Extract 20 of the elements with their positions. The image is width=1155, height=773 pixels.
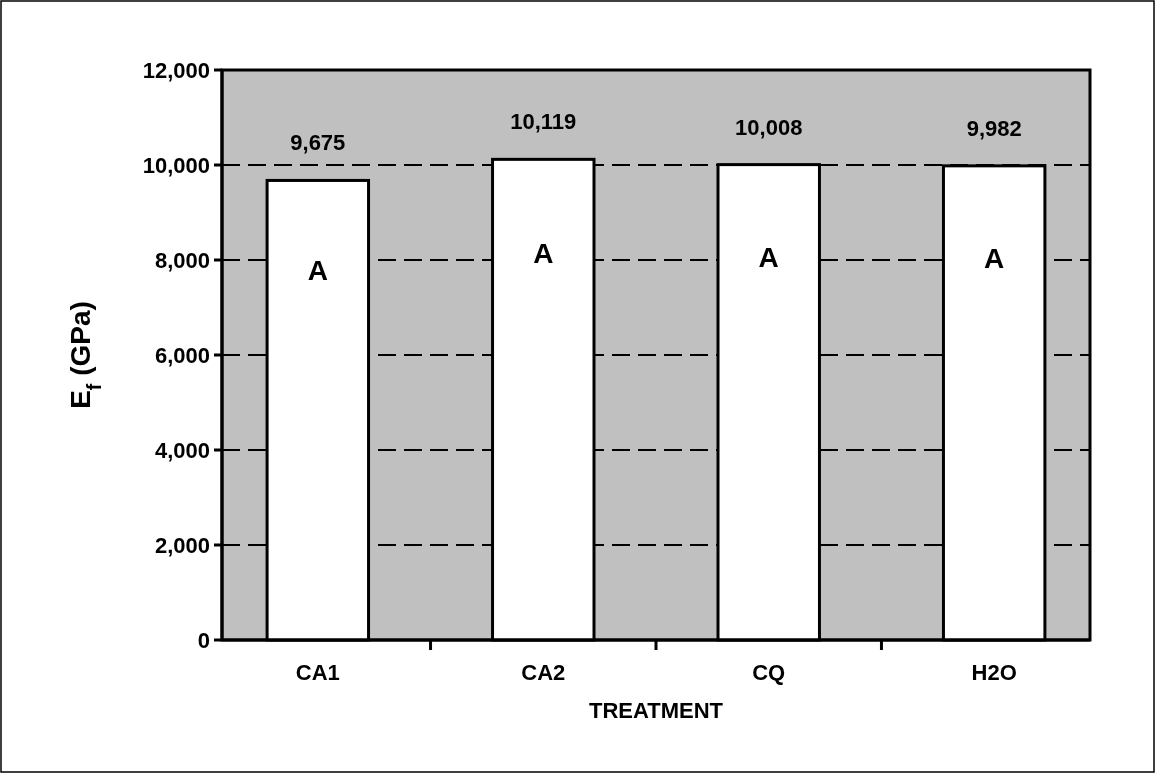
annotation: A	[758, 242, 779, 274]
y-tick-label: 12,000	[142, 57, 210, 83]
x-tick-label: H2O	[971, 660, 1017, 685]
y-tick-label: 0	[197, 627, 210, 653]
y-tick-label: 6,000	[154, 342, 210, 368]
data-label: 10,008	[735, 114, 803, 140]
annotation: A	[533, 237, 554, 269]
y-tick-label: 10,000	[142, 152, 210, 178]
x-axis-title: TREATMENT	[588, 698, 724, 723]
x-tick-label: CQ	[752, 660, 786, 685]
y-tick-label: 2,000	[154, 532, 210, 558]
annotation: A	[307, 254, 328, 286]
x-tick-label: CA1	[295, 660, 340, 685]
y-tick-label: 8,000	[154, 247, 210, 273]
data-label: 9,982	[966, 115, 1022, 141]
data-label: 9,675	[290, 130, 346, 156]
x-tick-label: CA2	[521, 660, 566, 685]
annotation: A	[984, 243, 1005, 275]
y-tick-label: 4,000	[154, 437, 210, 463]
data-label: 10,119	[510, 109, 577, 135]
